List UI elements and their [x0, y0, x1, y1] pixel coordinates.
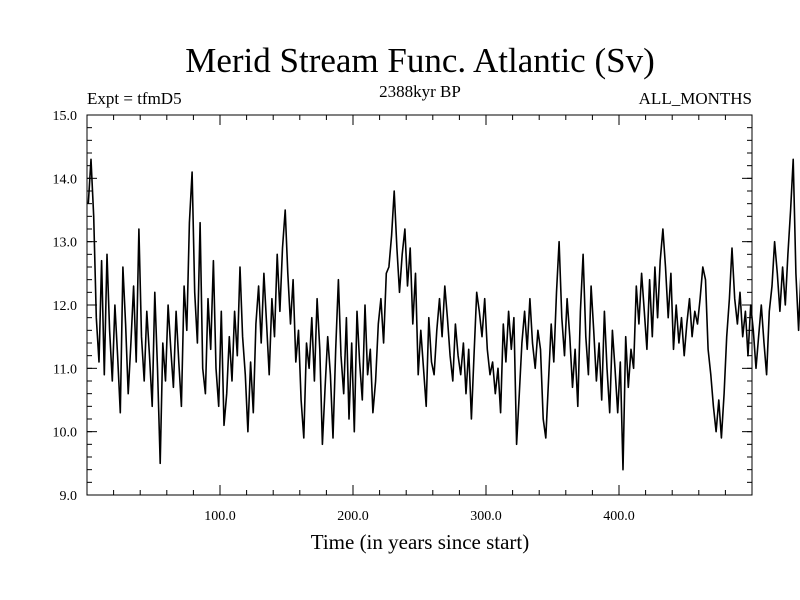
x-axis-label: Time (in years since start)	[311, 530, 530, 554]
y-tick-label: 10.0	[53, 426, 78, 441]
x-tick-label: 200.0	[337, 509, 369, 524]
y-tick-label: 9.0	[60, 489, 78, 504]
y-tick-label: 15.0	[53, 109, 78, 124]
plot-frame	[86, 114, 753, 496]
months-label: ALL_MONTHS	[639, 89, 752, 108]
x-tick-label: 100.0	[204, 509, 236, 524]
period-label: 2388kyr BP	[379, 82, 461, 101]
plot-area: 9.0 10.0 11.0 12.0 13.0 14.0 15.0 100.0 200.0 300…	[53, 109, 800, 524]
y-tick-label: 13.0	[53, 236, 78, 251]
y-tick-label: 14.0	[53, 172, 78, 187]
y-tick-label: 11.0	[53, 362, 77, 377]
chart-title: Merid Stream Func. Atlantic (Sv)	[185, 41, 655, 80]
x-tick-label: 400.0	[603, 509, 635, 524]
x-tick-label: 300.0	[470, 509, 502, 524]
experiment-label: Expt = tfmD5	[87, 89, 182, 108]
y-tick-label: 12.0	[53, 299, 78, 314]
series-line	[87, 158, 800, 471]
